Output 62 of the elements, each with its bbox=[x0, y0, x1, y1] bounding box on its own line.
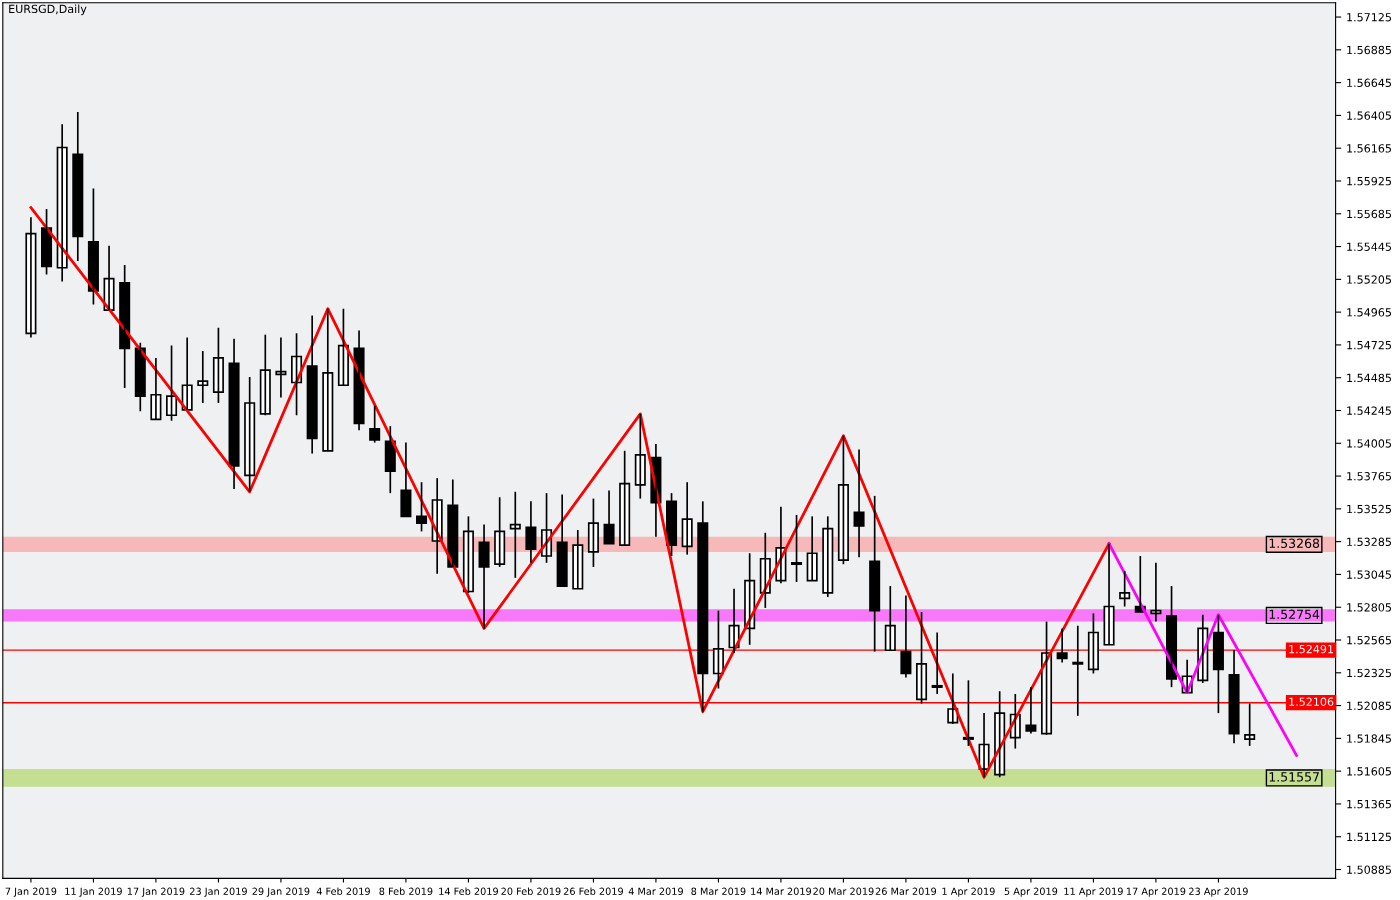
ref-line-label: 1.52106 bbox=[1289, 697, 1334, 706]
candlestick bbox=[212, 327, 224, 404]
y-tick-label: 1.57125 bbox=[1347, 13, 1391, 22]
y-tick-label: 1.52085 bbox=[1347, 701, 1391, 710]
y-tick-label: 1.55925 bbox=[1347, 176, 1391, 186]
y-tick-label: 1.53525 bbox=[1347, 504, 1391, 514]
y-tick-label: 1.53045 bbox=[1347, 570, 1391, 579]
x-tick-label: 29 Jan 2019 bbox=[252, 887, 310, 897]
y-tick-label: 1.51605 bbox=[1347, 767, 1391, 776]
y-tick-label: 1.51125 bbox=[1347, 832, 1391, 842]
y-tick-label: 1.56165 bbox=[1347, 144, 1391, 153]
y-tick-label: 1.54245 bbox=[1347, 406, 1391, 415]
candlestick bbox=[1244, 702, 1256, 747]
y-tick-label: 1.53285 bbox=[1347, 537, 1391, 547]
band-label: 1.52754 bbox=[1269, 609, 1320, 620]
candlestick bbox=[1087, 612, 1099, 675]
x-tick-label: 14 Mar 2019 bbox=[751, 887, 812, 895]
ref-line-label: 1.52491 bbox=[1289, 644, 1334, 654]
y-tick-label: 1.51845 bbox=[1347, 734, 1391, 743]
x-tick-label: 17 Jan 2019 bbox=[127, 887, 185, 897]
y-tick-label: 1.53765 bbox=[1347, 472, 1391, 481]
y-tick-label: 1.55205 bbox=[1347, 275, 1391, 284]
band-label: 1.53268 bbox=[1269, 538, 1320, 548]
y-tick-label: 1.56885 bbox=[1347, 45, 1391, 55]
x-tick-label: 26 Feb 2019 bbox=[563, 887, 623, 895]
x-tick-label: 4 Feb 2019 bbox=[316, 887, 370, 895]
x-tick-label: 17 Apr 2019 bbox=[1126, 887, 1186, 897]
x-tick-label: 20 Mar 2019 bbox=[813, 887, 874, 895]
candlestick bbox=[587, 497, 599, 568]
y-tick-label: 1.52565 bbox=[1347, 635, 1391, 645]
candlestick bbox=[916, 611, 928, 705]
x-tick-label: 1 Apr 2019 bbox=[942, 887, 995, 897]
x-tick-label: 7 Jan 2019 bbox=[5, 887, 57, 897]
x-tick-label: 23 Apr 2019 bbox=[1189, 887, 1248, 897]
y-tick-label: 1.56645 bbox=[1347, 78, 1391, 87]
y-tick-label: 1.51365 bbox=[1347, 799, 1391, 809]
x-tick-label: 11 Jan 2019 bbox=[65, 887, 122, 897]
candlestick bbox=[791, 514, 803, 583]
y-tick-label: 1.56405 bbox=[1347, 111, 1391, 120]
y-tick-label: 1.54965 bbox=[1347, 308, 1391, 317]
y-tick-label: 1.52805 bbox=[1347, 603, 1391, 612]
x-tick-label: 5 Apr 2019 bbox=[1004, 887, 1058, 897]
x-tick-label: 4 Mar 2019 bbox=[628, 887, 683, 895]
y-tick-label: 1.52325 bbox=[1347, 668, 1391, 678]
x-tick-label: 20 Feb 2019 bbox=[501, 887, 561, 895]
chart-title: EURSGD,Daily bbox=[9, 4, 87, 16]
y-tick-label: 1.54725 bbox=[1347, 340, 1391, 350]
y-tick-label: 1.50885 bbox=[1347, 865, 1391, 874]
band-label: 1.51557 bbox=[1269, 772, 1319, 782]
x-tick-label: 11 Apr 2019 bbox=[1064, 887, 1123, 897]
x-tick-label: 26 Mar 2019 bbox=[875, 887, 937, 895]
y-tick-label: 1.54485 bbox=[1347, 373, 1391, 383]
y-tick-label: 1.55445 bbox=[1347, 242, 1391, 251]
y-tick-label: 1.55685 bbox=[1347, 209, 1391, 219]
y-tick-label: 1.54005 bbox=[1347, 439, 1391, 448]
x-tick-label: 14 Feb 2019 bbox=[439, 887, 498, 895]
candlestick bbox=[1119, 570, 1131, 608]
x-tick-label: 23 Jan 2019 bbox=[189, 887, 247, 897]
candlestick bbox=[837, 434, 849, 566]
candlestick bbox=[1212, 613, 1224, 714]
x-tick-label: 8 Feb 2019 bbox=[379, 887, 433, 895]
x-tick-label: 8 Mar 2019 bbox=[691, 887, 746, 895]
